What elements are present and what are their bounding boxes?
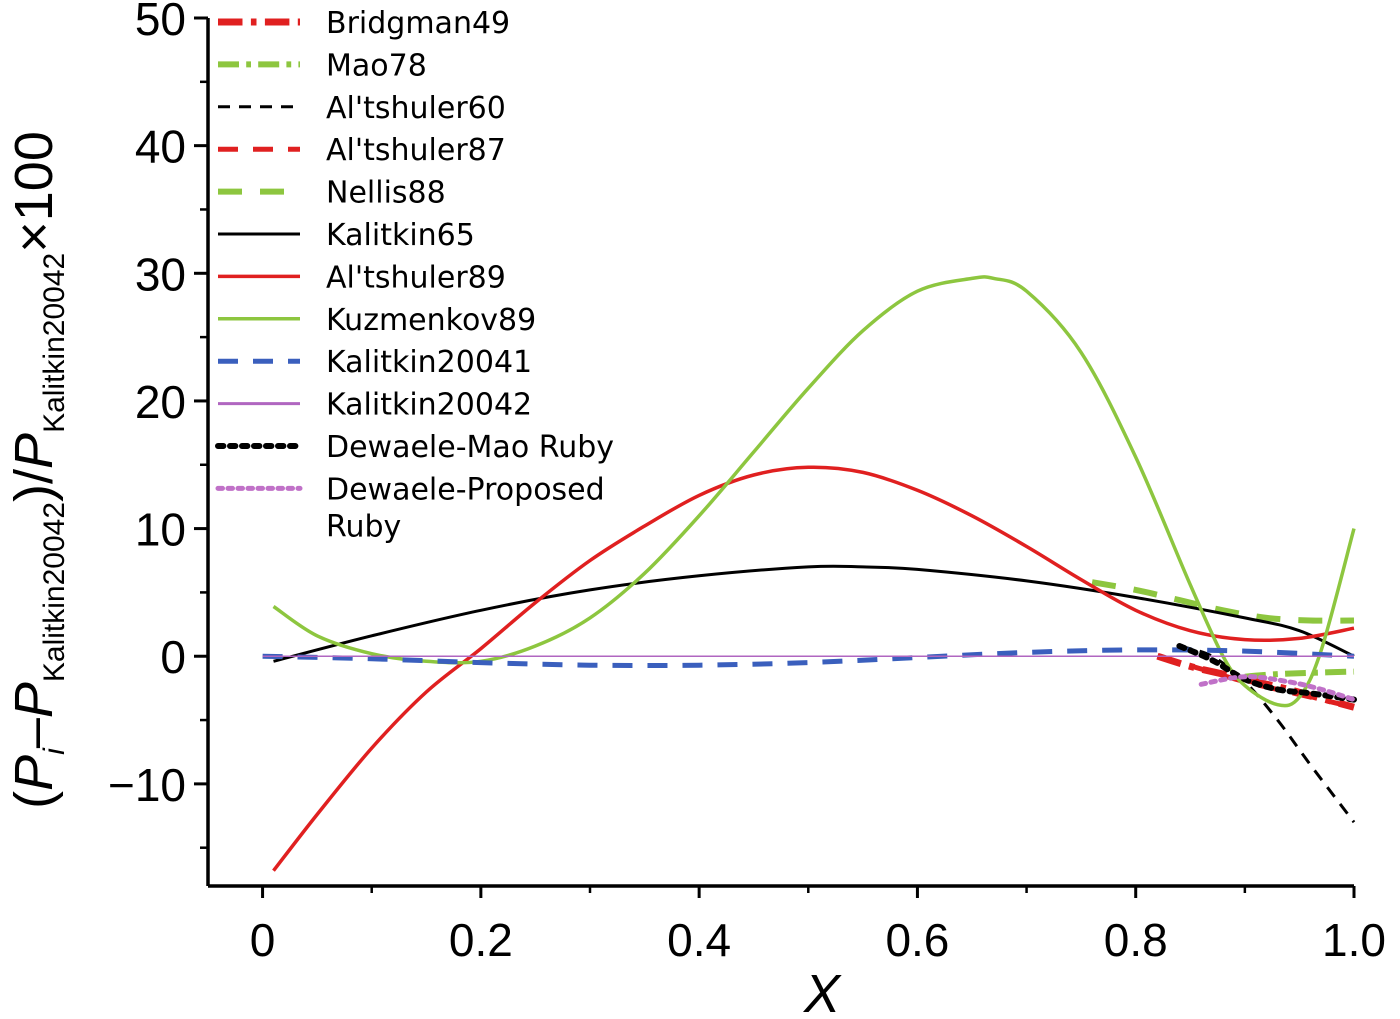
y-title-p1: P bbox=[4, 755, 64, 791]
series-line-nellis88 bbox=[1091, 579, 1355, 624]
x-tick-label: 0.4 bbox=[667, 914, 731, 966]
legend-label: Mao78 bbox=[326, 48, 427, 83]
x-tick-label: 0.2 bbox=[449, 914, 513, 966]
y-title-sub-i: i bbox=[38, 747, 71, 755]
legend-label: Kalitkin20041 bbox=[326, 345, 532, 380]
y-tick-label: −10 bbox=[108, 759, 186, 811]
x-tick-label: 0.6 bbox=[885, 914, 949, 966]
y-tick-label: 0 bbox=[160, 631, 186, 683]
legend-label-cont: Ruby bbox=[326, 509, 401, 544]
legend-label: Kalitkin65 bbox=[326, 218, 475, 253]
legend-label: Al'tshuler89 bbox=[326, 260, 506, 295]
series-group bbox=[262, 275, 1357, 872]
series-line-dewaele-mao-ruby bbox=[1176, 643, 1357, 703]
y-tick-label: 30 bbox=[135, 248, 186, 300]
y-tick-label: 10 bbox=[135, 504, 186, 556]
series-line-al-tshuler89 bbox=[272, 465, 1355, 872]
series-line-kuzmenkov89 bbox=[272, 275, 1356, 708]
series-line-dewaele-proposed-ruby bbox=[1198, 674, 1357, 703]
legend-label: Al'tshuler87 bbox=[326, 133, 506, 168]
x-tick-label: 0.8 bbox=[1104, 914, 1168, 966]
legend-label: Al'tshuler60 bbox=[326, 91, 506, 126]
legend-label: Dewaele-Proposed bbox=[326, 472, 605, 507]
series-line-kalitkin20041 bbox=[262, 647, 1355, 668]
y-title-close: )/ bbox=[4, 469, 64, 502]
y-tick-label: 40 bbox=[135, 121, 186, 173]
y-title-sub-ref2: Kalitkin20042 bbox=[38, 253, 71, 433]
svg-text:(Pi–PKalitkin20042)/PKalitkin2: (Pi–PKalitkin20042)/PKalitkin20042×100 bbox=[4, 131, 71, 809]
x-tick-label: 1.0 bbox=[1322, 914, 1386, 966]
y-axis-title: (Pi–PKalitkin20042)/PKalitkin20042×100 bbox=[4, 131, 71, 809]
legend-label: Dewaele-Mao Ruby bbox=[326, 430, 614, 465]
y-title-sub-ref: Kalitkin20042 bbox=[38, 502, 71, 682]
y-title-tail: ×100 bbox=[4, 131, 64, 253]
series-line-kalitkin65 bbox=[273, 564, 1355, 663]
legend-label: Bridgman49 bbox=[326, 6, 510, 41]
x-axis-title: X bbox=[802, 964, 842, 1019]
series-line-al-tshuler60 bbox=[1178, 644, 1356, 824]
legend-label: Kuzmenkov89 bbox=[326, 303, 536, 338]
y-title-p3: P bbox=[4, 433, 64, 469]
y-title-open: ( bbox=[4, 791, 64, 809]
legend-label: Kalitkin20042 bbox=[326, 388, 532, 423]
axes-group bbox=[206, 18, 1354, 888]
legend-label: Nellis88 bbox=[326, 176, 446, 211]
legend: Bridgman49 Mao78 Al'tshuler60 Al'tshuler87 N… bbox=[215, 6, 614, 544]
y-tick-label: 20 bbox=[135, 376, 186, 428]
x-tick-label: 0 bbox=[250, 914, 276, 966]
y-title-dash: – bbox=[4, 718, 64, 748]
y-title-p2: P bbox=[4, 682, 64, 718]
y-tick-label: 50 bbox=[135, 0, 186, 45]
ticks-group: 0 0.2 0.4 0.6 0.8 1.0 −10 0 10 20 30 40 50 bbox=[108, 0, 1386, 966]
